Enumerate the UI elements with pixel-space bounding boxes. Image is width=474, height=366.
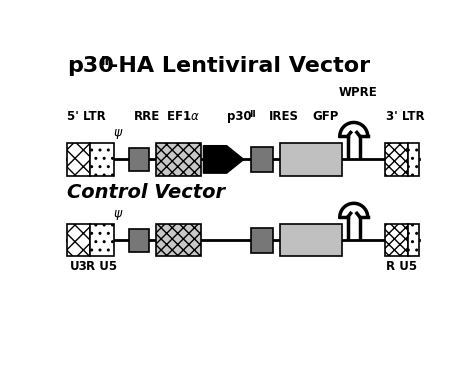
Text: II: II [249, 109, 255, 119]
Bar [385, 143, 408, 176]
Text: RRE: RRE [134, 110, 160, 123]
Text: $\psi$: $\psi$ [113, 127, 123, 141]
Bar [90, 143, 113, 176]
Text: IRES: IRES [269, 110, 299, 123]
Text: R U5: R U5 [86, 260, 118, 273]
Bar [156, 143, 201, 176]
Bar [67, 143, 90, 176]
Bar [129, 148, 149, 171]
Text: p30: p30 [227, 110, 251, 123]
Bar [67, 224, 90, 257]
Text: Control Vector: Control Vector [67, 183, 225, 202]
Text: -HA Lentiviral Vector: -HA Lentiviral Vector [109, 56, 370, 76]
Text: WPRE: WPRE [338, 86, 377, 98]
Text: GFP: GFP [312, 110, 338, 123]
Bar [156, 224, 201, 257]
Text: $\psi$: $\psi$ [113, 208, 123, 222]
Bar [90, 224, 113, 257]
Bar [251, 147, 273, 172]
Text: EF1$\alpha$: EF1$\alpha$ [166, 110, 200, 123]
Bar [408, 224, 419, 257]
Text: U3: U3 [70, 260, 88, 273]
Bar [408, 143, 419, 176]
Text: II: II [101, 55, 110, 68]
Text: R U5: R U5 [386, 260, 418, 273]
Bar [251, 228, 273, 253]
Text: 3' LTR: 3' LTR [386, 110, 425, 123]
Bar [129, 229, 149, 252]
Bar [280, 224, 342, 257]
Text: 5' LTR: 5' LTR [67, 110, 106, 123]
Bar [280, 143, 342, 176]
Text: p30: p30 [67, 56, 114, 76]
Bar [385, 224, 408, 257]
FancyArrow shape [203, 146, 244, 173]
